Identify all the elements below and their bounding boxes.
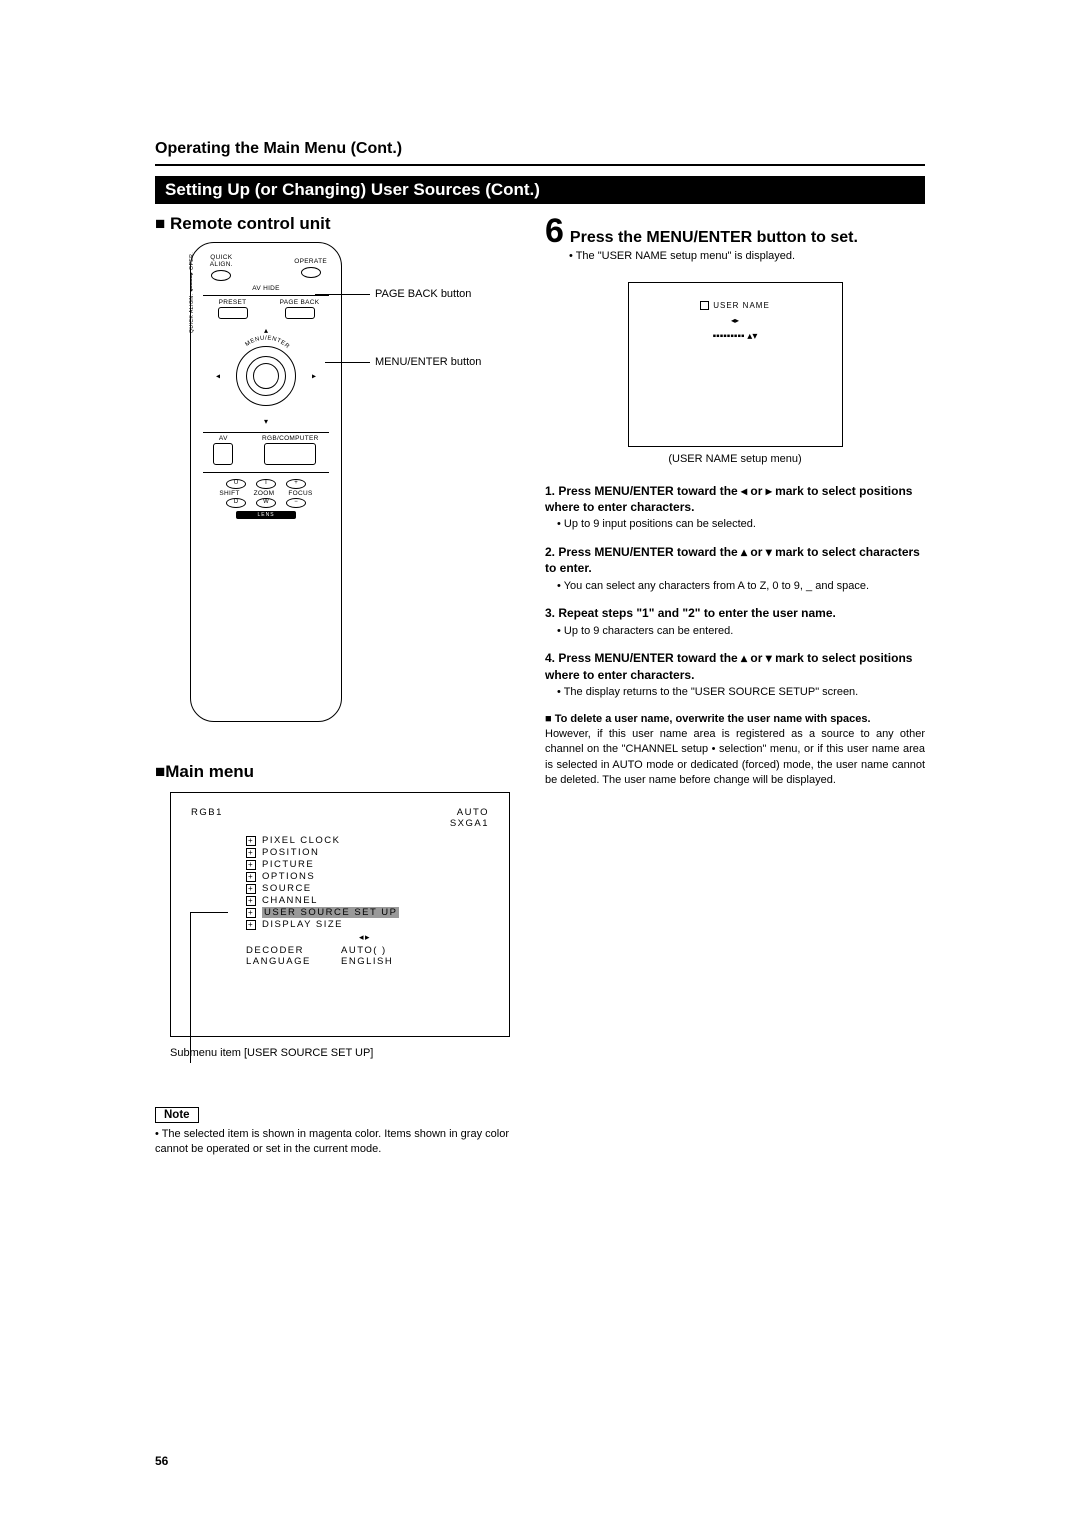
rc-t-button: T <box>256 479 276 489</box>
rc-shift-label: SHIFT <box>219 490 239 497</box>
user-menu-lr: ◂▸ <box>629 316 842 325</box>
menu-item-label: PIXEL CLOCK <box>262 835 340 846</box>
rc-lens-label: LENS <box>236 511 296 519</box>
menu-item-label: POSITION <box>262 847 319 858</box>
substep: 2. Press MENU/ENTER toward the ▴ or ▾ ma… <box>545 544 925 593</box>
menu-sxga1: SXGA1 <box>450 818 489 829</box>
section-heading: Operating the Main Menu (Cont.) <box>155 140 925 166</box>
callout-pageback: PAGE BACK button <box>375 288 471 300</box>
substep-title: 4. Press MENU/ENTER toward the ▴ or ▾ ma… <box>545 650 925 682</box>
substep-body: • You can select any characters from A t… <box>557 579 925 594</box>
menu-lr-arrows: ◂▸ <box>241 932 489 943</box>
user-menu-bars: ▪▪▪▪▪▪▪▪▪ ▴▾ <box>629 331 842 342</box>
menu-item-icon: + <box>246 920 256 930</box>
rc-operate-button <box>301 267 321 278</box>
rc-focus-label: FOCUS <box>288 490 312 497</box>
substep-title: 2. Press MENU/ENTER toward the ▴ or ▾ ma… <box>545 544 925 576</box>
menu-item-label: OPTIONS <box>262 871 315 882</box>
substep: 3. Repeat steps "1" and "2" to enter the… <box>545 605 925 638</box>
user-menu-label: USER NAME <box>713 301 770 310</box>
menu-language-label: LANGUAGE <box>246 956 341 967</box>
menu-item: + CHANNEL <box>246 895 489 906</box>
connector-v <box>190 912 191 1063</box>
menu-item-label: DISPLAY SIZE <box>262 919 343 930</box>
step-bullet: • The "USER NAME setup menu" is displaye… <box>569 250 925 262</box>
user-menu-caption: (USER NAME setup menu) <box>545 453 925 465</box>
menu-decoder-value: AUTO( ) <box>341 945 387 956</box>
substep: 1. Press MENU/ENTER toward the ◂ or ▸ ma… <box>545 483 925 532</box>
rc-minus-button: − <box>286 498 306 508</box>
menu-item: + PICTURE <box>246 859 489 870</box>
submenu-caption: Submenu item [USER SOURCE SET UP] <box>170 1047 515 1059</box>
main-menu-title: ■Main menu <box>155 762 515 782</box>
menu-item-icon: + <box>246 908 256 918</box>
rc-rgb-button <box>264 443 316 465</box>
rc-quick-align-button <box>211 270 231 281</box>
note-label: Note <box>155 1107 199 1123</box>
remote-diagram: QUICK ALIGN. OPERATE AV HIDE <box>155 242 515 742</box>
menu-item-label: USER SOURCE SET UP <box>262 907 399 918</box>
rc-pageback-label: PAGE BACK <box>272 299 327 306</box>
menu-item: + POSITION <box>246 847 489 858</box>
menu-item-icon: + <box>246 896 256 906</box>
user-menu-icon <box>700 301 709 310</box>
note-text: • The selected item is shown in magenta … <box>155 1127 515 1157</box>
step-title: Press the MENU/ENTER button to set. <box>570 229 858 247</box>
step-number: 6 <box>545 214 564 248</box>
callout-menuenter: MENU/ENTER button <box>375 356 481 368</box>
rc-quick-align-label: QUICK ALIGN. <box>201 255 241 268</box>
user-name-menu-box: USER NAME ◂▸ ▪▪▪▪▪▪▪▪▪ ▴▾ <box>628 282 843 447</box>
rc-preset-button <box>218 307 248 319</box>
menu-item-icon: + <box>246 872 256 882</box>
rc-rgb-label: RGB/COMPUTER <box>262 435 319 442</box>
menu-item-label: CHANNEL <box>262 895 318 906</box>
main-menu-box: RGB1 AUTO SXGA1 + PIXEL CLOCK + POSITION + PI… <box>170 792 510 1037</box>
menu-language-value: ENGLISH <box>341 956 393 967</box>
rc-pageback-button <box>285 307 315 319</box>
rc-plus-button: + <box>286 479 306 489</box>
menu-auto: AUTO <box>457 807 489 818</box>
menu-item: + DISPLAY SIZE <box>246 919 489 930</box>
menu-item-icon: + <box>246 860 256 870</box>
page-number: 56 <box>155 1454 168 1468</box>
rc-avhide-label: AV HIDE <box>199 285 333 292</box>
substep-title: 1. Press MENU/ENTER toward the ◂ or ▸ ma… <box>545 483 925 515</box>
menu-item: + OPTIONS <box>246 871 489 882</box>
remote-title: ■ Remote control unit <box>155 214 515 234</box>
substep-title: 3. Repeat steps "1" and "2" to enter the… <box>545 605 925 621</box>
delete-body: However, if this user name area is regis… <box>545 727 925 789</box>
rc-u-button: U <box>226 479 246 489</box>
substep-body: • Up to 9 input positions can be selecte… <box>557 517 925 532</box>
rc-zoom-label: ZOOM <box>254 490 275 497</box>
substep-body: • The display returns to the "USER SOURC… <box>557 685 925 700</box>
menu-item-icon: + <box>246 884 256 894</box>
menu-item: + USER SOURCE SET UP <box>246 907 489 918</box>
subsection-bar: Setting Up (or Changing) User Sources (C… <box>155 176 925 204</box>
menu-rgb1: RGB1 <box>191 807 223 829</box>
joystick-inner <box>253 363 279 389</box>
menu-item-label: PICTURE <box>262 859 314 870</box>
rc-w-button: W <box>256 498 276 508</box>
rc-preset-label: PRESET <box>205 299 260 306</box>
menu-item: + SOURCE <box>246 883 489 894</box>
rc-operate-label: OPERATE <box>291 258 331 265</box>
connector-h <box>190 912 228 913</box>
substep: 4. Press MENU/ENTER toward the ▴ or ▾ ma… <box>545 650 925 699</box>
delete-title: ■ To delete a user name, overwrite the u… <box>545 712 925 727</box>
menu-item: + PIXEL CLOCK <box>246 835 489 846</box>
menu-item-label: SOURCE <box>262 883 312 894</box>
rc-av-label: AV <box>213 435 233 442</box>
menu-decoder-label: DECODER <box>246 945 341 956</box>
rc-side-label: QUICK ALIGN. ◂━━━━▸ OPER. <box>189 252 195 333</box>
rc-d-button: D <box>226 498 246 508</box>
menu-item-icon: + <box>246 848 256 858</box>
rc-av-button <box>213 443 233 465</box>
menu-item-icon: + <box>246 836 256 846</box>
substep-body: • Up to 9 characters can be entered. <box>557 624 925 639</box>
